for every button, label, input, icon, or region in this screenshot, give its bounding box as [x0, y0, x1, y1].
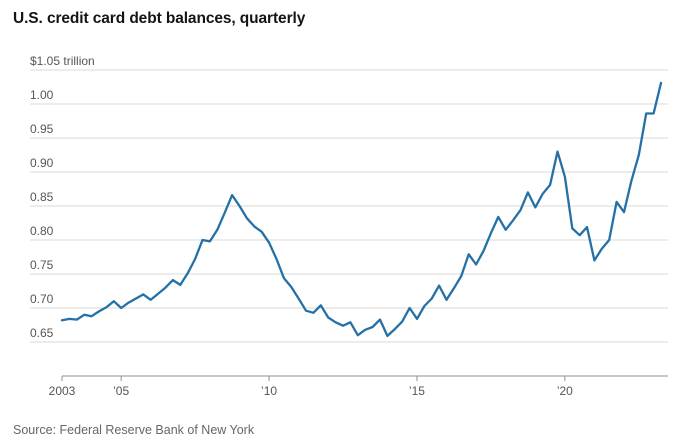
y-axis-label: 0.70: [30, 292, 54, 306]
x-axis-label: 2003: [49, 384, 76, 398]
y-axis-label: 0.95: [30, 122, 54, 136]
source-note: Source: Federal Reserve Bank of New York: [13, 423, 255, 437]
x-axis-label: ’05: [113, 384, 129, 398]
x-axis-label: ’10: [261, 384, 277, 398]
x-axis-label: ’20: [557, 384, 573, 398]
y-axis-label: 0.65: [30, 326, 54, 340]
y-axis-label: 0.80: [30, 224, 54, 238]
debt-balance-line: [60, 81, 663, 338]
chart-title: U.S. credit card debt balances, quarterl…: [13, 10, 306, 27]
y-axis-label: $1.05 trillion: [30, 54, 95, 68]
y-axis-label: 0.85: [30, 190, 54, 204]
x-axis-label: ’15: [409, 384, 425, 398]
y-axis-label: 1.00: [30, 88, 54, 102]
y-axis-label: 0.75: [30, 258, 54, 272]
y-axis-label: 0.90: [30, 156, 54, 170]
